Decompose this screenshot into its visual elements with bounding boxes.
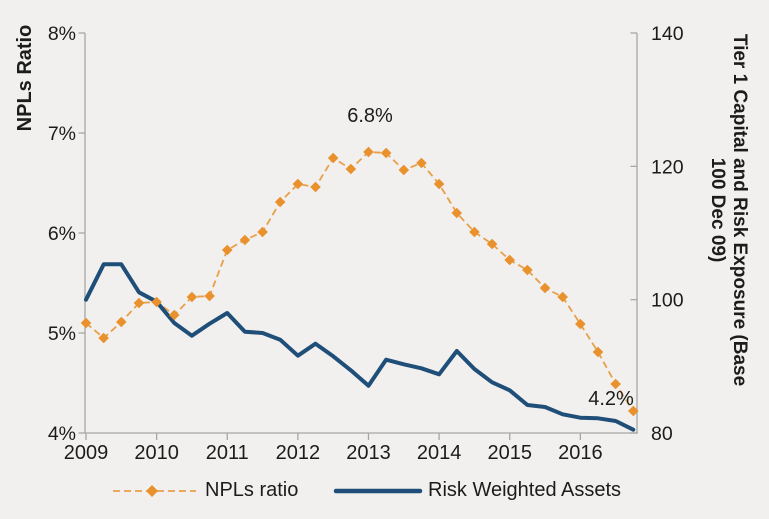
- x-axis-tick-label: 2014: [417, 442, 462, 464]
- left-axis-title: NPLs Ratio: [14, 24, 36, 132]
- npls-ratio-marker: [539, 282, 551, 294]
- x-axis-tick-label: 2010: [134, 442, 179, 464]
- npls-ratio-marker: [610, 378, 621, 390]
- npls-ratio-marker: [363, 146, 374, 158]
- npls-ratio-marker: [327, 152, 339, 164]
- npls-ratio-marker: [433, 178, 445, 190]
- npls-ratio-marker: [274, 196, 286, 208]
- x-axis-tick-label: 2009: [64, 442, 109, 464]
- npls-ratio-marker: [592, 346, 604, 358]
- peak-annotation: 6.8%: [347, 105, 393, 127]
- right-axis-tick-label: 80: [651, 423, 673, 445]
- npls-ratio-marker: [575, 318, 586, 330]
- npls-ratio-marker: [504, 254, 516, 266]
- legend-label-npls-ratio: NPLs ratio: [205, 479, 299, 501]
- right-axis-title-line2: 100 Dec 09): [707, 157, 728, 263]
- left-axis-tick-label: 6%: [48, 223, 76, 245]
- npls-ratio-marker: [186, 291, 198, 303]
- legend-label-risk-weighted-assets: Risk Weighted Assets: [428, 479, 622, 501]
- npls-ratio-marker: [151, 296, 162, 308]
- npls-ratio-marker: [557, 291, 568, 303]
- x-axis-tick-label: 2011: [206, 442, 249, 464]
- legend-npls-marker-sample: [146, 485, 158, 497]
- right-axis-tick-label: 120: [651, 156, 684, 178]
- end-annotation: 4.2%: [588, 388, 634, 410]
- npls-ratio-marker: [292, 178, 304, 190]
- left-axis-tick-label: 7%: [48, 123, 76, 145]
- npls-ratio-marker: [168, 309, 180, 321]
- left-axis-tick-label: 4%: [48, 423, 76, 445]
- npls-ratio-marker: [204, 290, 215, 302]
- npls-ratio-marker: [398, 164, 410, 176]
- npls-ratio-marker: [257, 226, 268, 238]
- npls-ratio-marker: [522, 264, 533, 276]
- npls-ratio-marker: [221, 244, 233, 256]
- right-axis-title-line1: Tier 1 Capital and Risk Exposure (Base: [729, 33, 750, 387]
- risk-weighted-assets-line: [84, 262, 636, 432]
- npls-ratio-marker: [486, 238, 498, 250]
- x-axis-tick-label: 2015: [487, 442, 532, 464]
- npls-ratio-marker: [310, 181, 321, 193]
- x-axis-tick-label: 2012: [276, 442, 321, 464]
- right-axis-title: Tier 1 Capital and Risk Exposure (Base 1…: [704, 20, 750, 400]
- npls-ratio-marker: [416, 157, 427, 169]
- npls-ratio-marker: [133, 297, 145, 309]
- left-axis-tick-label: 8%: [48, 23, 76, 45]
- npls-ratio-marker: [345, 163, 357, 175]
- npls-ratio-line: [85, 151, 635, 412]
- npls-ratio-marker: [80, 317, 92, 329]
- npls-ratio-marker: [380, 147, 392, 159]
- x-axis-tick-label: 2013: [346, 442, 391, 464]
- npls-ratio-marker: [239, 234, 251, 246]
- npls-ratio-marker: [116, 316, 127, 328]
- npls-ratio-marker: [469, 226, 480, 238]
- x-axis-tick-label: 2016: [558, 442, 603, 464]
- right-axis-tick-label: 140: [651, 23, 684, 45]
- npls-ratio-marker: [451, 207, 463, 219]
- left-axis-tick-label: 5%: [48, 323, 76, 345]
- npls-ratio-marker: [628, 405, 639, 417]
- npls-ratio-marker: [98, 332, 109, 344]
- right-axis-tick-label: 100: [651, 290, 684, 312]
